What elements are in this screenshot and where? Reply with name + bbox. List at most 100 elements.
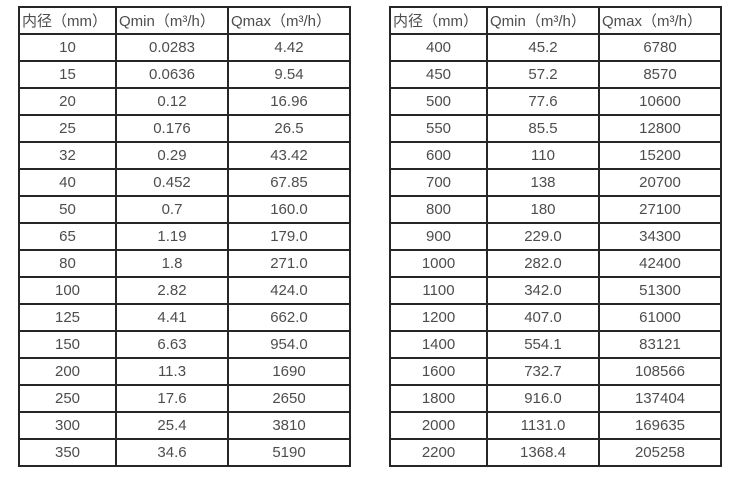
table-cell: 0.12 [115, 87, 229, 116]
table-cell: 0.176 [115, 114, 229, 143]
table-cell: 400 [389, 33, 488, 62]
table-cell: 17.6 [115, 384, 229, 413]
table-cell: 1.8 [115, 249, 229, 278]
table-row: 100 2.82 424.0 [18, 276, 351, 305]
table-cell: 1400 [389, 330, 488, 359]
table-row: 300 25.4 3810 [18, 411, 351, 440]
table-cell: 5190 [227, 438, 351, 467]
table-cell: 32 [18, 141, 117, 170]
table-cell: 45.2 [486, 33, 600, 62]
table-cell: 34.6 [115, 438, 229, 467]
table-cell: 11.3 [115, 357, 229, 386]
table-cell: 179.0 [227, 222, 351, 251]
table-cell: 26.5 [227, 114, 351, 143]
column-header: Qmin（m³/h） [486, 6, 600, 35]
table-cell: 271.0 [227, 249, 351, 278]
table-row: 50 0.7 160.0 [18, 195, 351, 224]
table-row: 550 85.5 12800 [389, 114, 722, 143]
table-row: 500 77.6 10600 [389, 87, 722, 116]
table-cell: 200 [18, 357, 117, 386]
table-cell: 12800 [598, 114, 722, 143]
table-cell: 27100 [598, 195, 722, 224]
table-cell: 9.54 [227, 60, 351, 89]
table-cell: 0.29 [115, 141, 229, 170]
flow-spec-table-large-diameters: 内径（mm） Qmin（m³/h） Qmax（m³/h） 400 45.2 6780 450… [389, 6, 722, 467]
header-row: 内径（mm） Qmin（m³/h） Qmax（m³/h） [18, 6, 351, 35]
table-row: 800 180 27100 [389, 195, 722, 224]
table-cell: 51300 [598, 276, 722, 305]
table-cell: 34300 [598, 222, 722, 251]
table-cell: 110 [486, 141, 600, 170]
table-cell: 4.42 [227, 33, 351, 62]
table-cell: 43.42 [227, 141, 351, 170]
table-row: 1200 407.0 61000 [389, 303, 722, 332]
table-cell: 550 [389, 114, 488, 143]
table-cell: 77.6 [486, 87, 600, 116]
table-row: 25 0.176 26.5 [18, 114, 351, 143]
column-header: Qmax（m³/h） [598, 6, 722, 35]
table-row: 32 0.29 43.42 [18, 141, 351, 170]
table-row: 65 1.19 179.0 [18, 222, 351, 251]
table-row: 1000 282.0 42400 [389, 249, 722, 278]
table-cell: 900 [389, 222, 488, 251]
flow-spec-tables-container: 内径（mm） Qmin（m³/h） Qmax（m³/h） 10 0.0283 4.42 15… [18, 6, 722, 467]
table-cell: 160.0 [227, 195, 351, 224]
table-cell: 554.1 [486, 330, 600, 359]
table-cell: 8570 [598, 60, 722, 89]
table-cell: 800 [389, 195, 488, 224]
table-cell: 1368.4 [486, 438, 600, 467]
table-row: 1800 916.0 137404 [389, 384, 722, 413]
table-row: 400 45.2 6780 [389, 33, 722, 62]
table-row: 600 110 15200 [389, 141, 722, 170]
table-cell: 4.41 [115, 303, 229, 332]
table-cell: 229.0 [486, 222, 600, 251]
table-cell: 1000 [389, 249, 488, 278]
table-cell: 1600 [389, 357, 488, 386]
table-cell: 15200 [598, 141, 722, 170]
table-cell: 25 [18, 114, 117, 143]
table-row: 150 6.63 954.0 [18, 330, 351, 359]
table-cell: 205258 [598, 438, 722, 467]
table-cell: 662.0 [227, 303, 351, 332]
table-cell: 1200 [389, 303, 488, 332]
table-cell: 2.82 [115, 276, 229, 305]
column-header: Qmin（m³/h） [115, 6, 229, 35]
column-header: 内径（mm） [18, 6, 117, 35]
table-cell: 83121 [598, 330, 722, 359]
table-cell: 424.0 [227, 276, 351, 305]
table-cell: 0.0283 [115, 33, 229, 62]
table-cell: 1100 [389, 276, 488, 305]
table-cell: 65 [18, 222, 117, 251]
table-cell: 500 [389, 87, 488, 116]
table-cell: 0.0636 [115, 60, 229, 89]
table-cell: 954.0 [227, 330, 351, 359]
column-header: Qmax（m³/h） [227, 6, 351, 35]
table-row: 40 0.452 67.85 [18, 168, 351, 197]
table-row: 250 17.6 2650 [18, 384, 351, 413]
table-row: 2000 1131.0 169635 [389, 411, 722, 440]
table-cell: 50 [18, 195, 117, 224]
table-row: 2200 1368.4 205258 [389, 438, 722, 467]
table-cell: 137404 [598, 384, 722, 413]
table-cell: 1690 [227, 357, 351, 386]
table-row: 1400 554.1 83121 [389, 330, 722, 359]
table-cell: 150 [18, 330, 117, 359]
table-cell: 10600 [598, 87, 722, 116]
column-header: 内径（mm） [389, 6, 488, 35]
table-row: 200 11.3 1690 [18, 357, 351, 386]
table-cell: 138 [486, 168, 600, 197]
table-row: 1600 732.7 108566 [389, 357, 722, 386]
table-cell: 1131.0 [486, 411, 600, 440]
table-row: 125 4.41 662.0 [18, 303, 351, 332]
table-cell: 450 [389, 60, 488, 89]
table-cell: 300 [18, 411, 117, 440]
table-cell: 57.2 [486, 60, 600, 89]
table-row: 350 34.6 5190 [18, 438, 351, 467]
table-cell: 16.96 [227, 87, 351, 116]
table-cell: 6.63 [115, 330, 229, 359]
table-cell: 700 [389, 168, 488, 197]
table-cell: 282.0 [486, 249, 600, 278]
table-cell: 20700 [598, 168, 722, 197]
table-cell: 61000 [598, 303, 722, 332]
table-cell: 15 [18, 60, 117, 89]
